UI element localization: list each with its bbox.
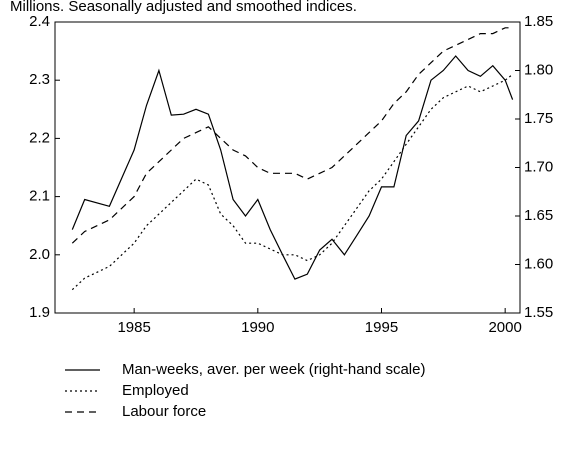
x-tick-label: 1995 xyxy=(365,319,398,336)
legend-label: Man-weeks, aver. per week (right-hand sc… xyxy=(122,361,425,378)
y2-tick-label: 1.65 xyxy=(524,207,553,224)
y2-tick-label: 1.75 xyxy=(524,110,553,127)
y-tick-label: 1.9 xyxy=(29,304,50,321)
y2-tick-label: 1.70 xyxy=(524,158,553,175)
y-tick-label: 2.2 xyxy=(29,129,50,146)
series-line xyxy=(71,73,513,291)
plot-frame xyxy=(54,21,521,314)
y2-tick-label: 1.55 xyxy=(524,304,553,321)
y-tick-label: 2.3 xyxy=(29,71,50,88)
y2-tick-label: 1.60 xyxy=(524,255,553,272)
y-tick-label: 2.4 xyxy=(29,13,50,30)
x-tick-label: 1985 xyxy=(117,319,150,336)
y-tick-label: 2.0 xyxy=(29,246,50,263)
chart-subtitle: Millions. Seasonally adjusted and smooth… xyxy=(10,0,357,15)
series-line xyxy=(71,27,513,244)
y2-tick-label: 1.85 xyxy=(524,13,553,30)
x-tick-label: 2000 xyxy=(488,319,521,336)
series-line xyxy=(71,55,514,280)
y-tick-label: 2.1 xyxy=(29,188,50,205)
y2-tick-label: 1.80 xyxy=(524,61,553,78)
legend-label: Employed xyxy=(122,382,189,399)
legend-label: Labour force xyxy=(122,403,206,420)
x-tick-label: 1990 xyxy=(241,319,274,336)
